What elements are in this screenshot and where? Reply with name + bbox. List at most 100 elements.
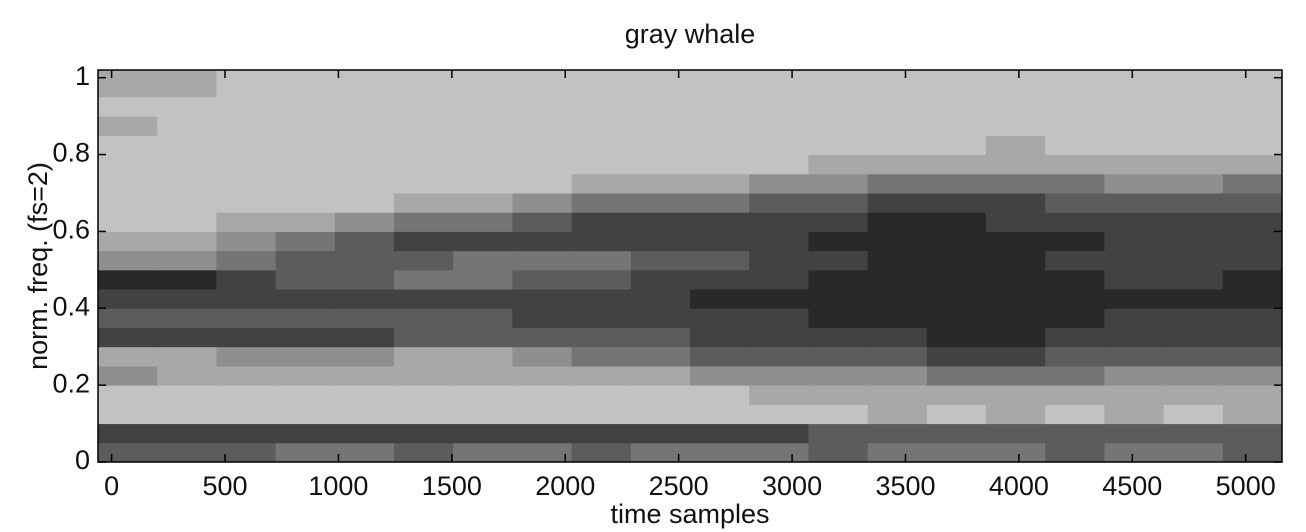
heatmap-cell: [1045, 423, 1105, 444]
heatmap-cell: [1104, 231, 1165, 252]
heatmap-cell: [571, 404, 632, 425]
heatmap-cell: [986, 96, 1046, 117]
heatmap-cell: [1222, 135, 1283, 156]
heatmap-cell: [1045, 327, 1105, 348]
heatmap-cell: [394, 385, 454, 405]
heatmap-cell: [986, 154, 1046, 175]
heatmap-cell: [1163, 135, 1224, 156]
heatmap-cell: [394, 269, 454, 290]
heatmap-cell: [216, 423, 277, 444]
heatmap-cell: [1222, 70, 1283, 98]
heatmap-cell: [867, 327, 928, 348]
heatmap-cell: [1222, 327, 1283, 348]
heatmap-cell: [334, 70, 395, 98]
heatmap-cell: [98, 365, 158, 386]
heatmap-cell: [157, 173, 217, 194]
heatmap-cell: [571, 423, 632, 444]
heatmap-cell: [808, 173, 869, 194]
heatmap-cell: [157, 385, 217, 405]
heatmap-cell: [334, 135, 395, 156]
heatmap-cell: [394, 96, 454, 117]
heatmap-cell: [216, 346, 277, 367]
heatmap-cell: [394, 442, 454, 463]
heatmap-cell: [867, 212, 928, 232]
heatmap-cell: [394, 154, 454, 175]
heatmap-cell: [1045, 442, 1105, 463]
heatmap-cell: [690, 173, 750, 194]
heatmap-cell: [1104, 404, 1165, 425]
heatmap-cell: [453, 289, 513, 309]
heatmap-cell: [512, 70, 573, 98]
heatmap-cell: [1163, 192, 1224, 213]
heatmap-cell: [808, 365, 869, 386]
x-tick-label: 2000: [535, 471, 595, 501]
y-tick-label: 0: [75, 445, 90, 475]
heatmap-cell: [986, 269, 1046, 290]
heatmap-cell: [1163, 327, 1224, 348]
heatmap-cell: [690, 423, 750, 444]
heatmap-cell: [630, 289, 691, 309]
heatmap-cell: [749, 70, 809, 98]
heatmap-cell: [571, 173, 632, 194]
heatmap-cell: [1163, 154, 1224, 175]
heatmap-cell: [512, 231, 573, 252]
heatmap-cell: [808, 423, 869, 444]
heatmap-cell: [1222, 192, 1283, 213]
heatmap-cell: [216, 70, 277, 98]
heatmap-cell: [926, 404, 987, 425]
heatmap-cell: [986, 173, 1046, 194]
heatmap-cell: [926, 269, 987, 290]
heatmap-cell: [334, 365, 395, 386]
heatmap-cell: [867, 442, 928, 463]
heatmap-cell: [630, 269, 691, 290]
heatmap-cell: [808, 442, 869, 463]
heatmap-cell: [1045, 269, 1105, 290]
heatmap-cell: [1222, 365, 1283, 386]
y-tick-label: 0.6: [52, 215, 90, 245]
heatmap-cell: [453, 70, 513, 98]
heatmap-cell: [275, 289, 336, 309]
heatmap-cell: [512, 308, 573, 328]
x-tick-label: 3500: [875, 471, 935, 501]
heatmap-cell: [98, 70, 158, 98]
heatmap-cell: [334, 96, 395, 117]
heatmap-cell: [1163, 423, 1224, 444]
heatmap-cell: [630, 327, 691, 348]
heatmap-cell: [867, 385, 928, 405]
heatmap-cell: [808, 96, 869, 117]
heatmap-cell: [690, 346, 750, 367]
heatmap-cell: [1163, 289, 1224, 309]
heatmap-cell: [986, 346, 1046, 367]
heatmap-cell: [275, 250, 336, 271]
heatmap-cell: [808, 231, 869, 252]
heatmap-cell: [275, 212, 336, 232]
heatmap-cell: [512, 269, 573, 290]
x-tick-label: 2500: [649, 471, 709, 501]
heatmap-cell: [275, 173, 336, 194]
heatmap-cell: [275, 70, 336, 98]
heatmap-cell: [630, 154, 691, 175]
heatmap-cell: [926, 327, 987, 348]
heatmap-cell: [512, 116, 573, 136]
heatmap-cell: [1163, 173, 1224, 194]
heatmap-cell: [334, 269, 395, 290]
plot-frame: [97, 69, 1283, 463]
heatmap-cell: [1222, 154, 1283, 175]
heatmap-cell: [1104, 385, 1165, 405]
heatmap-cell: [1222, 212, 1283, 232]
heatmap-cell: [749, 308, 809, 328]
heatmap-cell: [216, 192, 277, 213]
heatmap-cell: [571, 365, 632, 386]
heatmap-cell: [926, 308, 987, 328]
heatmap-cell: [216, 135, 277, 156]
heatmap-cell: [690, 231, 750, 252]
heatmap-cell: [986, 365, 1046, 386]
heatmap-cell: [1045, 135, 1105, 156]
heatmap-cell: [571, 212, 632, 232]
x-tick-label: 0: [104, 471, 119, 501]
heatmap-cell: [690, 365, 750, 386]
heatmap-cell: [334, 327, 395, 348]
heatmap-cell: [630, 231, 691, 252]
heatmap-cell: [453, 154, 513, 175]
